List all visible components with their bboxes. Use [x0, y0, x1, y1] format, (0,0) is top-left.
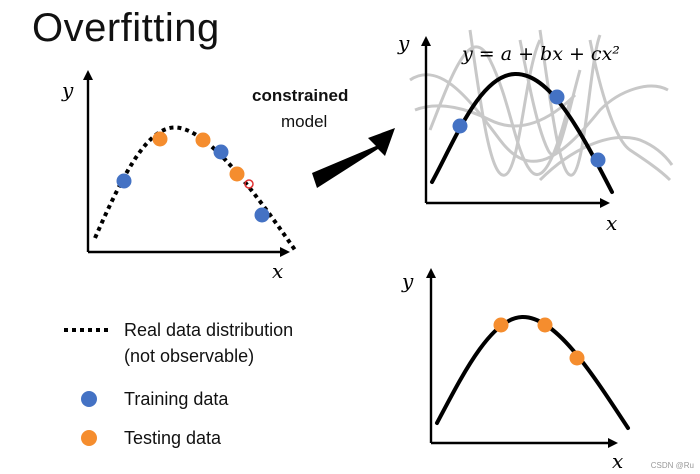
training-point — [549, 89, 565, 105]
training-point — [116, 173, 132, 189]
candidate-curve — [414, 93, 577, 128]
top-y-label: y — [397, 31, 410, 55]
top-x-label: x — [606, 211, 617, 235]
bottom-x-label: x — [612, 449, 623, 473]
bottom-x-arrowhead — [608, 438, 618, 448]
left-y-label: y — [61, 78, 74, 102]
cursor-marker — [244, 179, 254, 189]
candidate-curve — [538, 29, 602, 177]
left-x-label: x — [272, 259, 283, 283]
legend-real-sublabel: (not observable) — [124, 346, 255, 366]
fitted-curve — [435, 314, 630, 430]
candidate-curve — [409, 73, 669, 163]
left-y-arrowhead — [83, 70, 93, 80]
bottom-right-plot: y x — [401, 268, 630, 473]
candidate-curve — [538, 135, 674, 182]
training-point — [590, 152, 606, 168]
fitted-curve — [430, 71, 614, 194]
big-arrow — [312, 128, 395, 188]
candidate-curve — [518, 39, 582, 156]
legend-real-label: Real data distribution — [124, 320, 294, 340]
watermark: CSDN @Ru — [650, 461, 694, 470]
top-y-arrowhead — [421, 36, 431, 46]
arrow-label-bold: constrained — [252, 86, 349, 105]
left-plot: y x — [61, 70, 297, 283]
bottom-y-label: y — [401, 269, 414, 293]
arrow-label-normal: model — [281, 112, 328, 131]
legend-blue-dot-icon — [81, 391, 97, 407]
top-right-plot: y x y = a + bx + cx² — [397, 29, 674, 235]
testing-point — [493, 317, 509, 333]
slide-title: Overfitting — [32, 6, 220, 50]
testing-point — [229, 166, 245, 182]
training-point — [452, 118, 468, 134]
legend-orange-dot-icon — [81, 430, 97, 446]
legend-testing-label: Testing data — [124, 428, 222, 448]
training-point — [213, 144, 229, 160]
testing-point — [152, 131, 168, 147]
legend-training-label: Training data — [124, 389, 229, 409]
left-x-arrowhead — [280, 247, 290, 257]
bottom-y-arrowhead — [426, 268, 436, 278]
model-equation: y = a + bx + cx² — [461, 43, 620, 65]
real-distribution-curve — [93, 125, 297, 252]
testing-point — [195, 132, 211, 148]
testing-point — [537, 317, 553, 333]
candidate-curve — [428, 45, 572, 176]
top-x-arrowhead — [600, 198, 610, 208]
testing-point — [569, 350, 585, 366]
training-point — [254, 207, 270, 223]
candidate-curve — [588, 39, 672, 182]
